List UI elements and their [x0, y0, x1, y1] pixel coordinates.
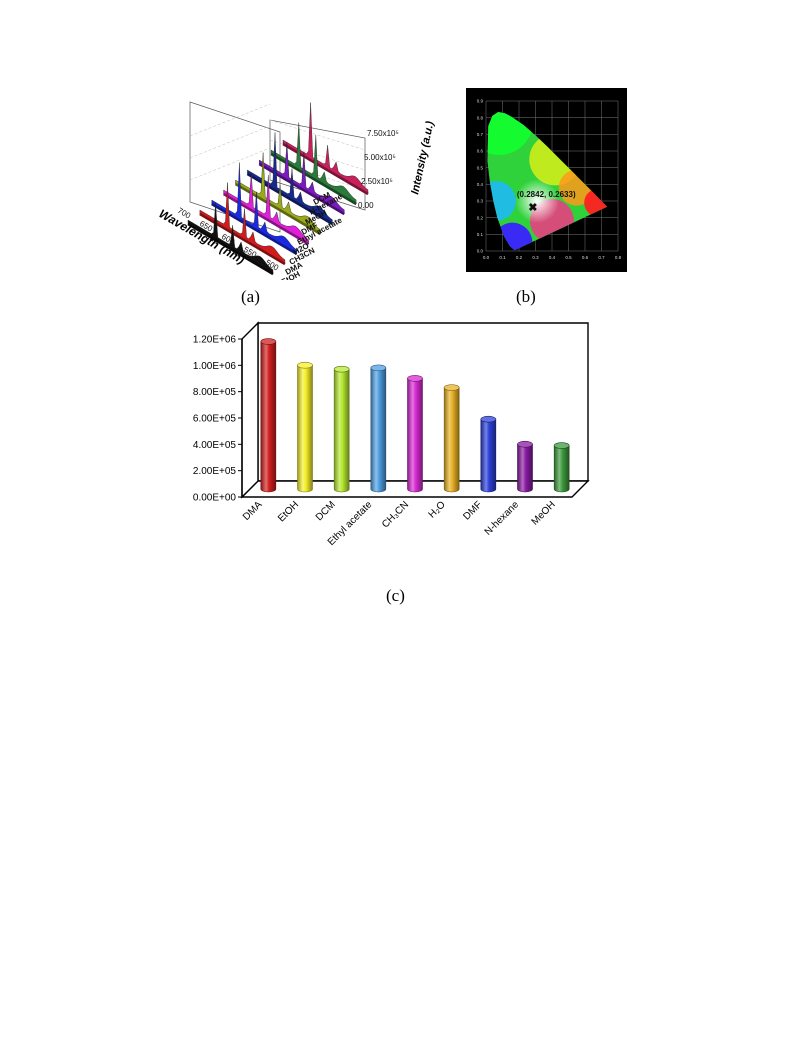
z-tick-label: 0.00	[358, 201, 374, 210]
bar	[333, 365, 350, 493]
bar-body	[333, 368, 350, 493]
bar	[517, 440, 533, 493]
y-tick-label: 6.00E+05	[193, 414, 237, 425]
waterfall-spectra	[187, 102, 369, 276]
bar	[370, 364, 387, 493]
cie-point-marker: ✖	[528, 202, 537, 214]
bar-body	[370, 367, 387, 493]
x-tick-label: EtOH	[276, 499, 301, 524]
gamut-cyan	[487, 181, 516, 221]
y-tick-label: 0.0	[477, 249, 484, 254]
panel-label-a: (a)	[241, 287, 260, 306]
y-tick-label: 2.00E+05	[193, 466, 237, 477]
waterfall-grid-line	[189, 103, 271, 137]
y-tick-label: 0.6	[477, 149, 484, 154]
bar-body	[480, 418, 497, 493]
bar-chart-y-ticks: 0.00E+00 2.00E+05 4.00E+05 6.00E+05 8.00E+05…	[193, 335, 242, 504]
x-tick-label: DMA	[241, 499, 265, 523]
cie-ticks: 0.0 0.1 0.2 0.3 0.4 0.5 0.6 0.7 0.8 0.0 0.1 0.2 0.3 0…	[477, 99, 622, 260]
bar	[260, 338, 277, 493]
gamut-green	[487, 112, 534, 155]
y-tick-label: 0.2	[477, 215, 484, 220]
y-tick-label: 0.9	[477, 99, 484, 104]
x-tick-label: DMF	[461, 499, 484, 522]
spectrum-base	[270, 152, 357, 206]
x-tick-label: 0.1	[499, 255, 506, 260]
bar-body	[260, 341, 277, 493]
y-tick-label: 0.1	[477, 232, 484, 237]
intensity-bar-chart: 0.00E+00 2.00E+05 4.00E+05 6.00E+05 8.00E+05…	[193, 321, 590, 548]
z-tick-label: 2.50x10⁵	[361, 177, 393, 186]
bar-body	[443, 387, 460, 493]
bar	[443, 384, 460, 493]
waterfall-left-wall	[189, 101, 281, 233]
bar-body	[553, 445, 570, 493]
gamut-white	[515, 179, 560, 223]
waterfall-z-axis-label: Intensity (a.u.)	[409, 120, 436, 196]
spectrum-series	[211, 162, 298, 255]
panel-label-b: (b)	[516, 287, 536, 306]
bar-top	[480, 415, 497, 423]
cie-chromaticity-diagram: 0.0 0.1 0.2 0.3 0.4 0.5 0.6 0.7 0.8 0.0 0.1 0.2 0.3 0…	[466, 88, 627, 272]
bar-top	[517, 440, 533, 448]
cie-coordinate-annotation: (0.2842, 0.2633)	[517, 190, 576, 199]
bar-top	[370, 364, 387, 372]
x-tick-label: 0.3	[532, 255, 539, 260]
bar-top	[260, 338, 277, 345]
spectrum-series	[282, 102, 369, 195]
waterfall-z-ticks: 0.00 2.50x10⁵ 5.00x10⁵ 7.50x10⁵	[358, 129, 399, 210]
x-tick-label: 0.8	[615, 255, 622, 260]
bar-top	[443, 384, 460, 391]
bar-body	[297, 364, 313, 493]
y-tick-label: 0.5	[477, 165, 484, 170]
y-tick-label: 1.20E+06	[193, 335, 237, 346]
y-tick-label: 8.00E+05	[193, 387, 237, 398]
bar-body	[517, 443, 533, 493]
x-tick-label: 0.2	[516, 255, 523, 260]
x-tick-label: CH₃CN	[380, 499, 411, 530]
spectrum-series	[259, 142, 345, 215]
x-tick-label: 0.4	[549, 255, 556, 260]
z-tick-label: 5.00x10⁵	[364, 153, 396, 162]
y-tick-label: 0.00E+00	[193, 493, 237, 504]
spectrum-series	[247, 132, 333, 225]
x-tick-label: 0.5	[565, 255, 572, 260]
y-tick-label: 0.3	[477, 199, 484, 204]
z-tick-label: 7.50x10⁵	[367, 129, 399, 138]
y-tick-label: 4.00E+05	[193, 440, 237, 451]
bar	[480, 415, 497, 493]
y-tick-label: 0.7	[477, 132, 484, 137]
bar-chart-bars	[260, 338, 570, 493]
panel-label-c: (c)	[386, 586, 405, 605]
bar-top	[297, 361, 313, 369]
x-tick-label: N-hexane	[483, 499, 522, 538]
x-tick-label: 0.7	[598, 255, 605, 260]
bar	[553, 442, 570, 493]
bar-top	[333, 365, 350, 373]
bar	[407, 375, 423, 493]
waterfall-grid-line	[269, 119, 366, 151]
waterfall-grid-line	[189, 125, 271, 159]
x-tick-label: H₂O	[427, 499, 448, 520]
bar-chart-side-wall	[241, 321, 259, 499]
y-tick-label: 0.4	[477, 182, 484, 187]
bar-top	[407, 375, 423, 382]
spectrum-series	[223, 172, 309, 245]
x-tick-label: DCM	[314, 499, 338, 523]
x-tick-label: 0.6	[582, 255, 589, 260]
y-tick-label: 0.8	[477, 115, 484, 120]
solvent-label: EtOH	[280, 269, 302, 280]
bar-body	[407, 378, 423, 493]
y-tick-label: 1.00E+06	[193, 361, 237, 372]
spectrum-series	[187, 202, 274, 275]
x-tick-label: MeOH	[530, 499, 558, 527]
bar-top	[553, 442, 570, 449]
bar	[297, 361, 313, 493]
spectrum-base	[187, 222, 274, 276]
x-tick-label: 0.0	[483, 255, 490, 260]
waterfall-grid-line	[189, 147, 271, 181]
